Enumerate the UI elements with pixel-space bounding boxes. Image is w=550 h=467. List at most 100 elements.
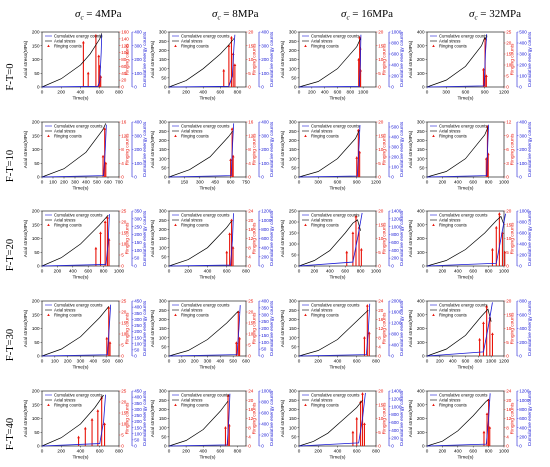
x-axis-label: Time(s) — [72, 365, 88, 371]
row-label: F-T=40 — [5, 418, 16, 450]
y3-tick-label: 600 — [391, 52, 399, 57]
y3-tick-label: 400 — [134, 305, 142, 310]
y3-tick-label: 400 — [391, 343, 399, 348]
legend-energy: Cumulative energy counts — [54, 212, 102, 217]
x-tick-label: 800 — [485, 449, 493, 454]
y2-tick-label: 16 — [248, 407, 254, 412]
legend-stress: Axial stress — [311, 38, 332, 43]
legend-energy: Cumulative energy counts — [311, 302, 359, 307]
y3-tick-label: 1200 — [391, 216, 402, 221]
stress-line — [426, 127, 489, 178]
stress-line — [41, 394, 104, 447]
ringing-marker — [238, 336, 241, 340]
x-tick-label: 300 — [77, 359, 85, 364]
x-tick-label: 0 — [168, 90, 171, 95]
y-tick-label: 0 — [422, 444, 425, 449]
y3-axis-label: Cumulative energy counts — [269, 390, 275, 446]
ringing-marker — [106, 216, 109, 219]
column-value: = 32MPa — [478, 8, 522, 20]
y3-tick-label: 200 — [261, 254, 269, 259]
y3-tick-label: 150 — [134, 240, 142, 245]
x-axis-label: Time(s) — [457, 96, 473, 102]
stress-line — [168, 130, 233, 178]
y-axis-label: Axial stress(MPa) — [280, 219, 286, 257]
x-tick-label: 400 — [454, 180, 462, 185]
y3-tick-label: 200 — [134, 57, 142, 62]
x-tick-label: 200 — [311, 269, 319, 274]
y-tick-label: 0 — [164, 175, 167, 180]
y-tick-label: 150 — [159, 57, 167, 62]
y3-tick-label: 400 — [134, 120, 142, 125]
legend-energy: Cumulative energy counts — [311, 33, 359, 38]
x-tick-label: 600 — [242, 359, 250, 364]
y3-axis-label: Cumulative energy counts — [142, 300, 148, 356]
y2-tick-label: 8 — [248, 425, 251, 430]
y-tick-label: 250 — [159, 218, 167, 223]
y2-tick-label: 5 — [378, 250, 381, 255]
x-tick-label: 600 — [469, 449, 477, 454]
y-tick-label: 100 — [159, 66, 167, 71]
y-axis-label: Axial stress(MPa) — [23, 399, 29, 437]
y3-tick-label: 0 — [134, 354, 137, 359]
x-tick-label: 200 — [439, 180, 447, 185]
legend-energy: Cumulative energy counts — [181, 302, 229, 307]
x-tick-label: 1200 — [371, 180, 382, 185]
y3-tick-label: 350 — [134, 209, 142, 214]
y-tick-label: 200 — [32, 209, 40, 214]
y-tick-label: 50 — [34, 430, 40, 435]
y2-tick-label: 12 — [506, 120, 512, 125]
y2-axis-label: Ringing counts — [252, 222, 258, 254]
y3-tick-label: 200 — [391, 74, 399, 79]
legend-ringing: Ringing counts — [181, 222, 209, 227]
y3-tick-label: 200 — [134, 147, 142, 152]
legend-stress: Axial stress — [439, 307, 460, 312]
y2-tick-label: 20 — [121, 220, 127, 225]
y3-tick-label: 200 — [261, 433, 269, 438]
y-tick-label: 50 — [291, 434, 297, 439]
y3-tick-label: 1600 — [391, 310, 402, 315]
y2-tick-label: 0 — [248, 85, 251, 90]
y-tick-label: 50 — [291, 165, 297, 170]
y3-tick-label: 300 — [261, 312, 269, 317]
x-axis-label: Time(s) — [457, 186, 473, 192]
sigma-subscript: c — [474, 14, 478, 22]
x-tick-label: 600 — [223, 269, 231, 274]
y3-tick-label: 0 — [391, 85, 394, 90]
ringing-marker — [77, 435, 80, 439]
y2-tick-label: 20 — [248, 310, 254, 315]
ringing-marker — [229, 158, 232, 161]
ringing-marker — [103, 127, 107, 130]
y2-tick-label: 24 — [248, 389, 254, 394]
y3-tick-label: 300 — [134, 407, 142, 412]
y3-tick-label: 600 — [519, 416, 527, 421]
sigma-subscript: c — [217, 14, 221, 22]
y2-tick-label: 24 — [506, 389, 512, 394]
y3-tick-label: 400 — [519, 41, 527, 46]
y2-tick-label: 0 — [378, 85, 381, 90]
x-tick-label: 600 — [334, 180, 342, 185]
legend-energy: Cumulative energy counts — [311, 392, 359, 397]
y3-tick-label: 1200 — [261, 209, 272, 214]
y2-tick-label: 120 — [121, 43, 129, 48]
y2-tick-label: 60 — [121, 64, 127, 69]
ringing-marker — [236, 310, 240, 313]
y-tick-label: 0 — [37, 264, 40, 269]
y3-tick-label: 0 — [519, 444, 522, 449]
ringing-marker — [484, 74, 488, 77]
y2-axis-label: Ringing counts — [252, 133, 258, 165]
y-tick-label: 300 — [289, 299, 297, 304]
y3-axis-label: Cumulative energy counts — [527, 300, 533, 356]
y2-tick-label: 15 — [506, 52, 512, 57]
y2-tick-label: 12 — [248, 416, 254, 421]
y-tick-label: 100 — [159, 156, 167, 161]
x-tick-label: 600 — [104, 180, 112, 185]
legend-ringing: Ringing counts — [311, 43, 339, 48]
stress-line — [168, 400, 229, 447]
ringing-marker — [96, 409, 100, 412]
legend-swatch-ringing — [304, 403, 307, 406]
y2-tick-label: 5 — [506, 74, 509, 79]
x-tick-label: 0 — [298, 90, 301, 95]
chart-panel: 0 200 400 600 800 1000Time(s)0501001502002503… — [280, 30, 405, 102]
x-tick-label: 400 — [334, 359, 342, 364]
x-tick-label: 200 — [191, 359, 199, 364]
